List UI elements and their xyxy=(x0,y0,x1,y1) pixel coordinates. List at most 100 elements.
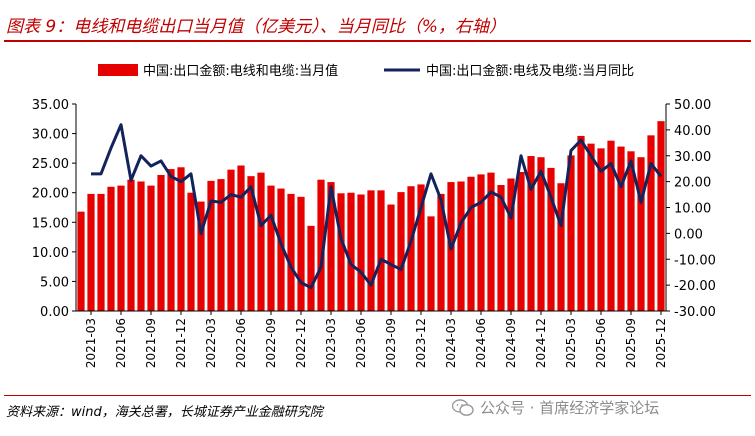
bar xyxy=(477,174,485,311)
left-axis-tick-label: 15.00 xyxy=(32,216,69,231)
x-axis-tick-label: 2024-12 xyxy=(534,318,548,368)
bar xyxy=(657,121,665,312)
bar xyxy=(617,146,625,311)
left-axis-tick-label: 10.00 xyxy=(32,246,69,261)
right-axis: -30.00 -20.00 -10.00 0.00 10.00 20.00 30.00 40.… xyxy=(665,98,716,320)
x-axis-tick-label: 2021-03 xyxy=(84,318,98,368)
left-axis-tick-label: 25.00 xyxy=(32,157,69,172)
right-axis-tick-label: -10.00 xyxy=(674,253,716,268)
bar xyxy=(267,185,275,311)
watermark: 公众号 · 首席经济学家论坛 xyxy=(452,397,659,418)
bar xyxy=(97,193,105,311)
right-axis-tick-label: 0.00 xyxy=(674,227,703,242)
x-axis-tick-label: 2023-12 xyxy=(414,318,428,368)
bar xyxy=(577,135,585,311)
x-axis-tick-label: 2023-09 xyxy=(384,318,398,368)
right-axis-tick-label: -30.00 xyxy=(674,305,716,320)
x-axis-tick-label: 2025-06 xyxy=(594,318,608,368)
bar xyxy=(387,204,395,311)
bar xyxy=(457,181,465,311)
bar xyxy=(207,180,215,311)
bar xyxy=(187,192,195,311)
bar xyxy=(337,193,345,311)
x-axis-tick-label: 2024-09 xyxy=(504,318,518,368)
bar xyxy=(287,193,295,311)
chart-title: 图表 9：电线和电缆出口当月值（亿美元）、当月同比（%，右轴） xyxy=(6,17,506,37)
bar xyxy=(157,174,165,311)
x-axis-tick-label: 2022-09 xyxy=(264,318,278,368)
right-axis-tick-label: 30.00 xyxy=(674,150,711,165)
bar xyxy=(627,151,635,311)
chart: 中国:出口金额:电线和电缆:当月值 中国:出口金额:电线及电缆:当月同比 0.0… xyxy=(32,63,716,368)
bar xyxy=(277,188,285,311)
bar xyxy=(217,179,225,311)
bar xyxy=(377,190,385,311)
legend: 中国:出口金额:电线和电缆:当月值 中国:出口金额:电线及电缆:当月同比 xyxy=(98,63,634,79)
right-axis-tick-label: 40.00 xyxy=(674,124,711,139)
bar xyxy=(297,196,305,311)
bar xyxy=(397,192,405,311)
right-axis-tick-label: -20.00 xyxy=(674,279,716,294)
bar xyxy=(437,193,445,311)
left-axis: 0.00 5.00 10.00 15.00 20.00 25.00 30.00 35.00 xyxy=(32,98,77,320)
bar xyxy=(497,185,505,311)
bar xyxy=(117,185,125,311)
bar xyxy=(107,186,115,311)
bar xyxy=(637,157,645,311)
bar xyxy=(607,140,615,311)
bar xyxy=(527,156,535,311)
bar xyxy=(647,135,655,311)
x-axis-tick-label: 2024-03 xyxy=(444,318,458,368)
bar xyxy=(407,186,415,311)
x-axis-tick-label: 2025-03 xyxy=(564,318,578,368)
x-axis-tick-label: 2024-06 xyxy=(474,318,488,368)
bar xyxy=(87,193,95,311)
wechat-icon xyxy=(452,398,474,416)
bar xyxy=(507,178,515,311)
legend-swatch-bar xyxy=(98,64,138,76)
x-axis-tick-label: 2023-03 xyxy=(324,318,338,368)
bar xyxy=(197,201,205,311)
source-note: 资料来源：wind，海关总署，长城证券产业金融研究院 xyxy=(6,405,323,420)
bar xyxy=(247,176,255,311)
bar xyxy=(417,184,425,311)
yoy-line xyxy=(91,123,663,290)
footer-rule xyxy=(4,395,751,396)
left-axis-tick-label: 30.00 xyxy=(32,128,69,143)
title-rule xyxy=(4,40,751,42)
x-axis-tick-label: 2022-03 xyxy=(204,318,218,368)
left-axis-tick-label: 35.00 xyxy=(32,98,69,113)
bar xyxy=(167,169,175,311)
bar-series xyxy=(77,121,665,312)
x-axis-tick-label: 2021-12 xyxy=(174,318,188,368)
bar xyxy=(467,176,475,311)
bar xyxy=(487,172,495,311)
x-axis-tick-label: 2022-06 xyxy=(234,318,248,368)
x-axis-tick-label: 2025-09 xyxy=(624,318,638,368)
bar xyxy=(517,172,525,311)
bar xyxy=(77,211,85,311)
bar xyxy=(427,216,435,311)
right-axis-tick-label: 50.00 xyxy=(674,98,711,113)
bar xyxy=(357,194,365,311)
bar xyxy=(137,181,145,311)
right-axis-tick-label: 20.00 xyxy=(674,176,711,191)
legend-label-bar: 中国:出口金额:电线和电缆:当月值 xyxy=(143,63,338,79)
left-axis-tick-label: 0.00 xyxy=(40,305,69,320)
legend-label-line: 中国:出口金额:电线及电缆:当月同比 xyxy=(426,63,634,79)
watermark-text: 公众号 · 首席经济学家论坛 xyxy=(480,399,660,417)
x-axis-tick-label: 2022-12 xyxy=(294,318,308,368)
bar xyxy=(537,157,545,311)
bar xyxy=(177,167,185,311)
bar xyxy=(327,182,335,311)
x-axis-tick-label: 2021-09 xyxy=(144,318,158,368)
bar xyxy=(257,172,265,311)
x-axis-tick-label: 2023-06 xyxy=(354,318,368,368)
bar xyxy=(237,165,245,311)
bar xyxy=(587,143,595,311)
bar xyxy=(347,192,355,311)
bar xyxy=(557,183,565,311)
bar xyxy=(317,179,325,311)
bar xyxy=(567,155,575,311)
bar xyxy=(127,179,135,311)
